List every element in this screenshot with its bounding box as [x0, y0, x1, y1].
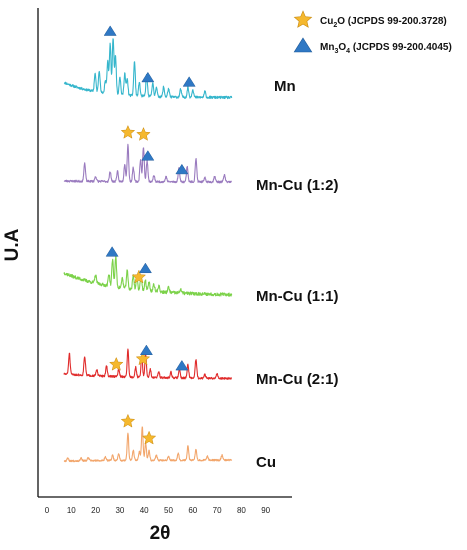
- legend-triangle-icon: [293, 37, 313, 53]
- x-tick-label-40: 40: [140, 506, 149, 515]
- mn3o4-triangle-marker-mn-cu-1-1-7: [105, 246, 119, 257]
- cu2o-star-marker-mn-cu-1-2-4: [136, 126, 151, 141]
- x-tick-label-30: 30: [115, 506, 124, 515]
- mn3o4-triangle-marker-mn-2: [182, 76, 196, 87]
- x-tick-label-10: 10: [67, 506, 76, 515]
- series-line-mn-cu-1-2: [63, 143, 232, 184]
- mn3o4-triangle-marker-mn-cu-2-1-12: [139, 344, 153, 355]
- series-label-layer: Mn Mn-Cu (1:2) Mn-Cu (1:1) Mn-Cu (2:1) Cu: [256, 78, 339, 471]
- legend: Cu2O (JCPDS 99-200.3728) Mn3O4 (JCPDS 99-…: [293, 10, 452, 55]
- cu2o-star-marker-mn-cu-2-1-10: [108, 356, 124, 371]
- x-tick-label-20: 20: [91, 506, 100, 515]
- legend-entry-cu2o: Cu2O (JCPDS 99-200.3728): [320, 16, 447, 29]
- mn3o4-triangle-marker-mn-cu-1-1-9: [138, 262, 152, 274]
- x-tick-label-80: 80: [237, 506, 246, 515]
- series-label-mn-cu-1-2: Mn-Cu (1:2): [256, 177, 339, 194]
- cu2o-star-marker-mn-cu-1-2-3: [120, 124, 136, 139]
- x-tick-labels: 0 10 20 30 40 50 60 70 80 90: [45, 506, 271, 515]
- series-line-mn-cu-2-1: [63, 348, 232, 380]
- phase-marker-layer: [103, 25, 196, 445]
- mn3o4-triangle-marker-mn-cu-2-1-13: [175, 359, 189, 371]
- x-axis-title: 2θ: [150, 523, 171, 544]
- x-tick-label-0: 0: [45, 506, 50, 515]
- series-line-mn: [63, 38, 233, 100]
- series-label-mn: Mn: [274, 78, 296, 95]
- mn3o4-triangle-marker-mn-0: [103, 25, 117, 36]
- x-tick-label-90: 90: [261, 506, 270, 515]
- legend-entry-mn3o4: Mn3O4 (JCPDS 99-200.4045): [320, 42, 452, 55]
- mn3o4-triangle-marker-mn-cu-1-2-5: [141, 150, 155, 161]
- x-tick-label-70: 70: [213, 506, 222, 515]
- x-tick-label-60: 60: [188, 506, 197, 515]
- series-line-mn-cu-1-1: [63, 255, 233, 297]
- cu2o-star-marker-mn-cu-2-1-11: [135, 351, 151, 366]
- series-label-mn-cu-1-1: Mn-Cu (1:1): [256, 288, 339, 305]
- mn3o4-triangle-marker-mn-cu-1-2-6: [175, 163, 189, 175]
- cu2o-star-marker-cu-15: [141, 430, 157, 445]
- axis-layer: [37, 8, 292, 498]
- series-layer: [63, 38, 233, 463]
- cu2o-star-marker-cu-14: [120, 413, 136, 428]
- mn3o4-triangle-marker-mn-1: [141, 71, 155, 83]
- cu2o-star-marker-mn-cu-1-1-8: [131, 269, 147, 284]
- series-line-cu: [63, 426, 233, 463]
- series-label-mn-cu-2-1: Mn-Cu (2:1): [256, 371, 339, 388]
- y-axis-title: U.A: [2, 228, 23, 261]
- series-label-cu: Cu: [256, 454, 276, 471]
- x-tick-label-50: 50: [164, 506, 173, 515]
- legend-star-icon: [293, 10, 313, 28]
